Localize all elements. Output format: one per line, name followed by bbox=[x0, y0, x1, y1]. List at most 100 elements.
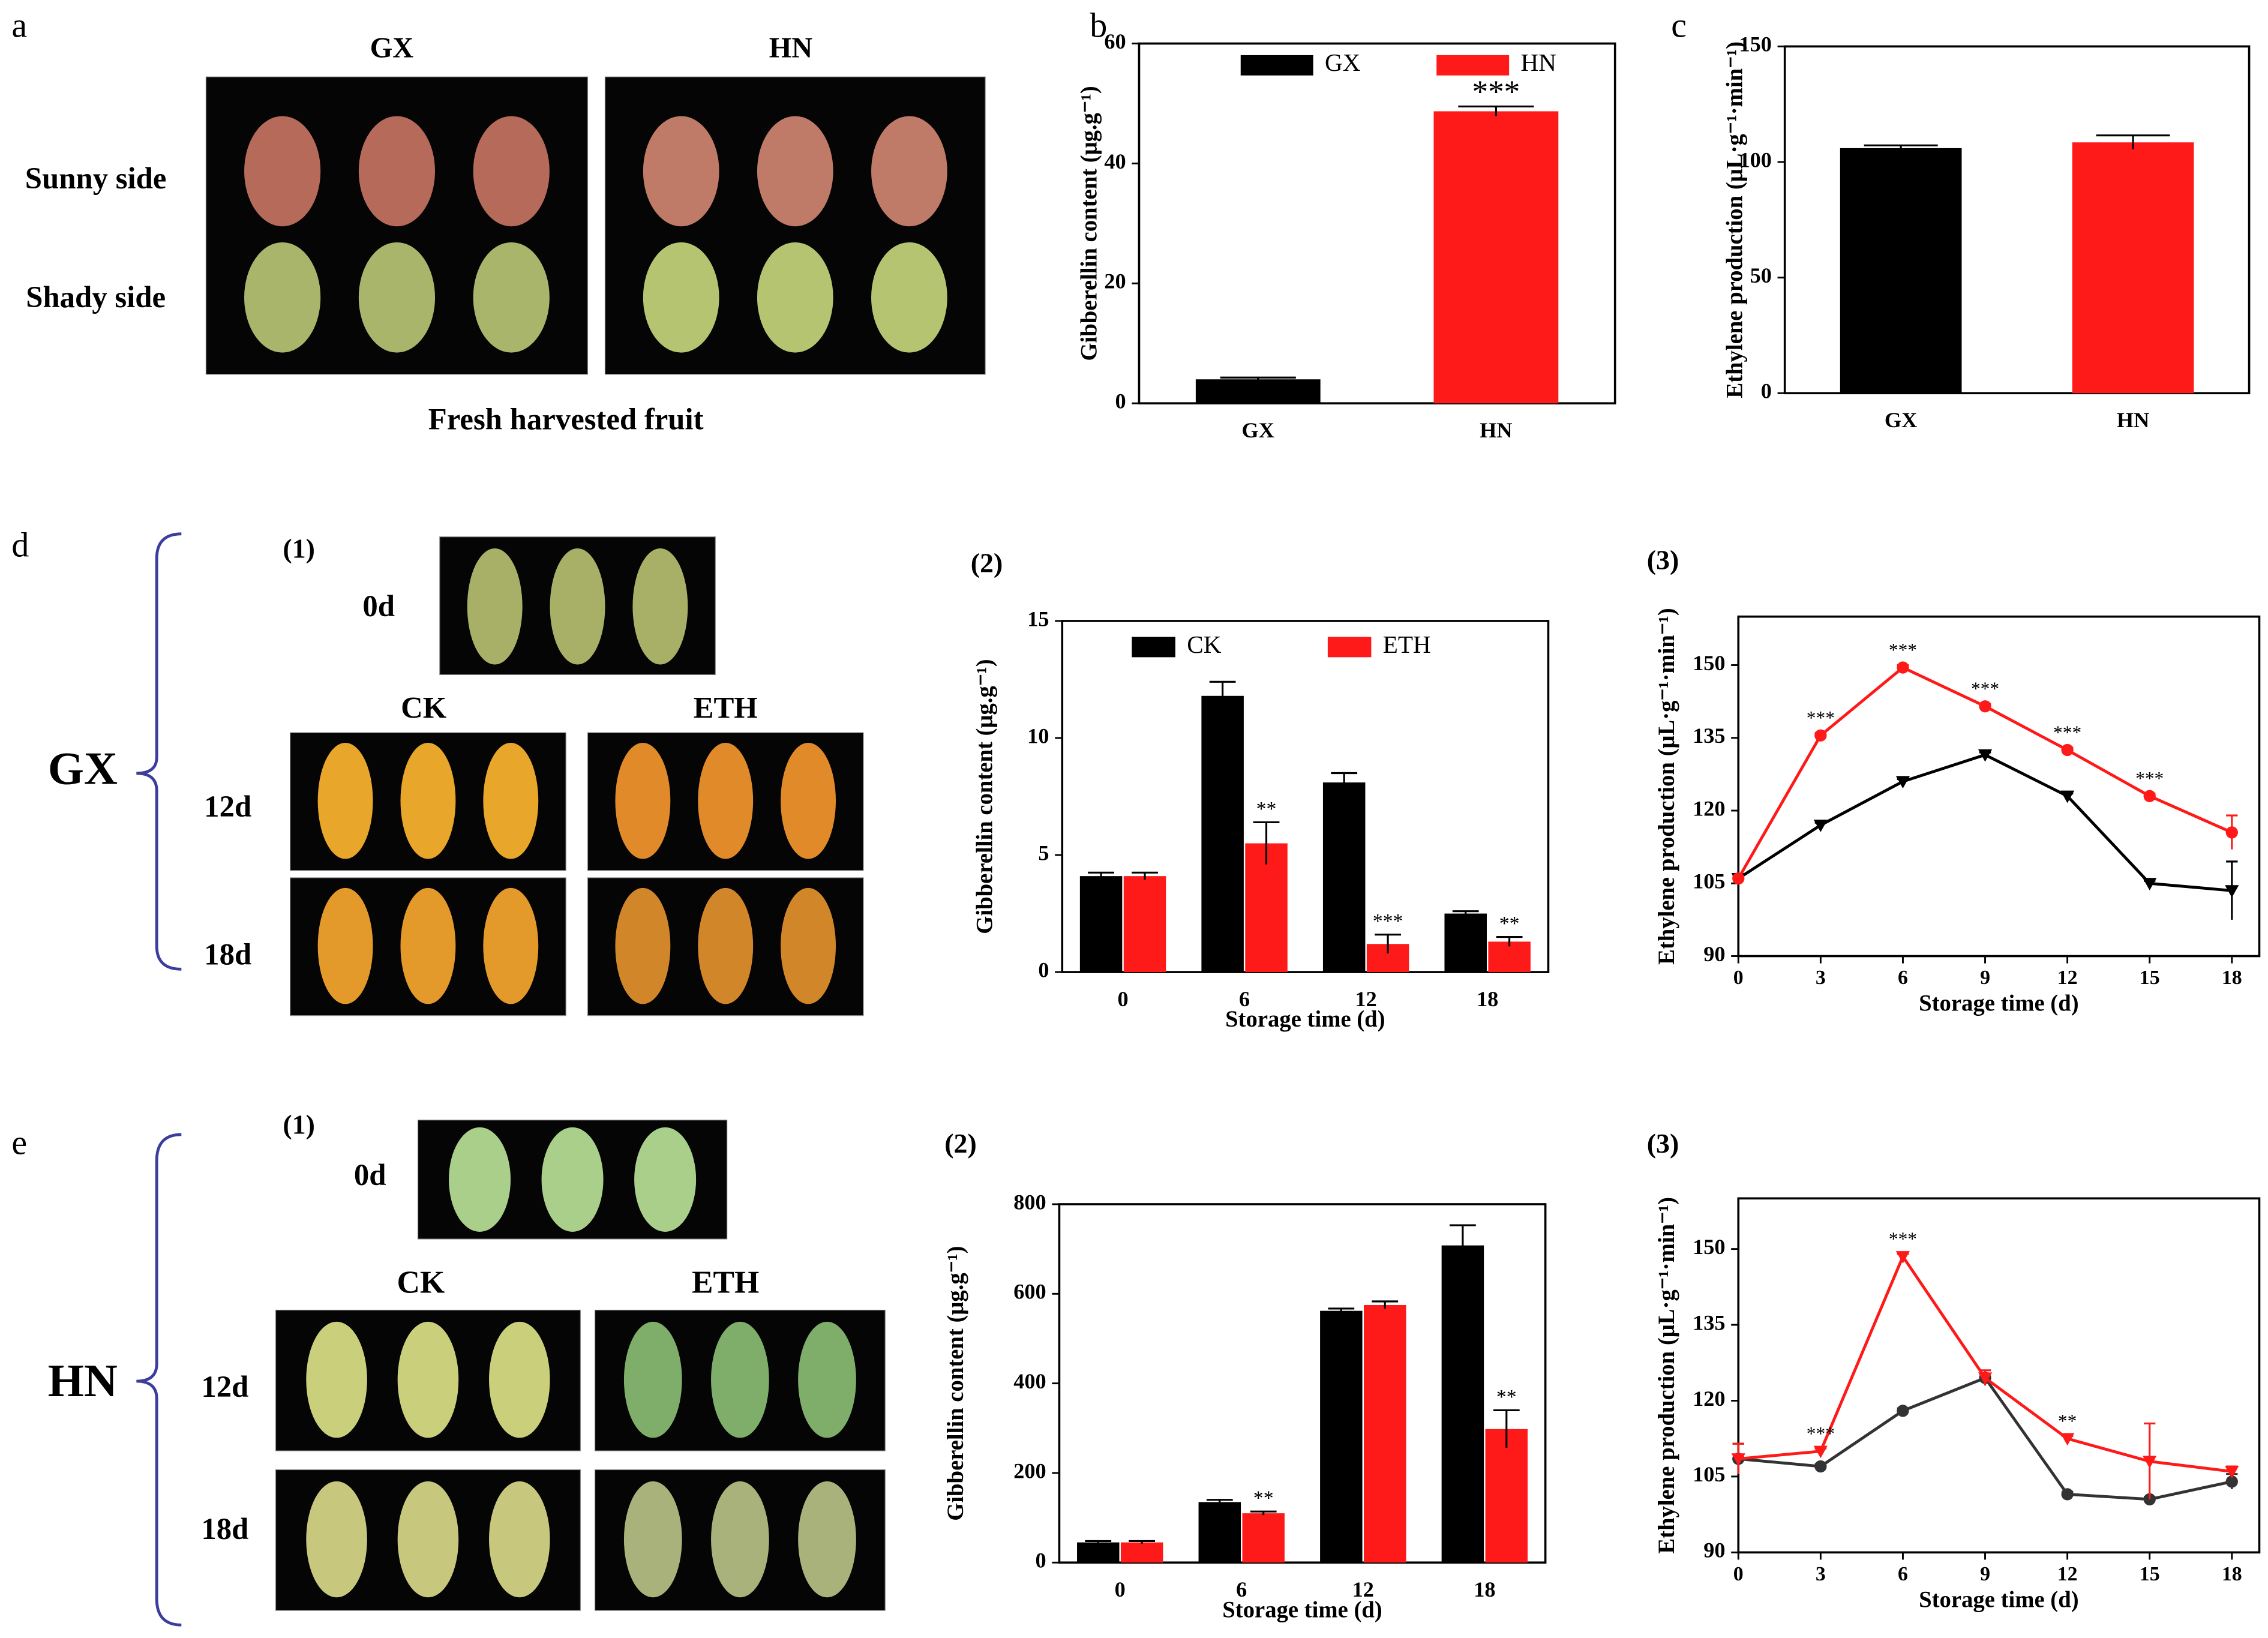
x-axis-title: Storage time (d) bbox=[1222, 1597, 1382, 1622]
significance-label: ** bbox=[2058, 1411, 2077, 1432]
fruit bbox=[698, 743, 754, 859]
error-bar bbox=[1132, 871, 1158, 880]
fruit bbox=[473, 116, 550, 227]
x-tick-label: 18 bbox=[1477, 987, 1498, 1011]
fruit bbox=[317, 743, 373, 859]
y-tick-label: 150 bbox=[1739, 32, 1771, 56]
y-tick-label: 200 bbox=[1013, 1459, 1046, 1483]
y-axis-title: Gibberellin content (μg.g⁻¹) bbox=[972, 659, 997, 934]
fruit bbox=[781, 743, 836, 859]
x-tick-label: HN bbox=[2117, 408, 2149, 432]
bar bbox=[1242, 1513, 1285, 1563]
x-tick-label: 6 bbox=[1898, 1563, 1908, 1585]
fruit bbox=[244, 242, 321, 353]
day-label: 0d bbox=[362, 589, 395, 623]
bar bbox=[1201, 695, 1244, 973]
y-tick-label: 400 bbox=[1013, 1369, 1046, 1393]
y-axis-title: Gibberellin content (μg.g⁻¹) bbox=[943, 1246, 968, 1520]
significance-label: *** bbox=[1807, 1423, 1835, 1444]
y-tick-label: 10 bbox=[1027, 724, 1049, 748]
row-label: Shady side bbox=[26, 280, 166, 314]
y-tick-label: 600 bbox=[1013, 1280, 1046, 1304]
x-tick-label: 18 bbox=[2222, 967, 2242, 989]
fruit bbox=[798, 1321, 856, 1438]
fruit bbox=[473, 242, 550, 353]
panel-label: c bbox=[1671, 6, 1687, 45]
bar bbox=[1077, 1542, 1120, 1563]
marker bbox=[2061, 743, 2074, 757]
bar bbox=[1488, 941, 1531, 973]
bar bbox=[1433, 111, 1559, 404]
x-tick-label: 12 bbox=[2057, 1563, 2078, 1585]
y-tick-label: 100 bbox=[1739, 148, 1771, 172]
legend-swatch bbox=[1436, 55, 1510, 76]
error-bar bbox=[1450, 1224, 1476, 1266]
marker bbox=[2225, 885, 2239, 898]
row-label: 12d bbox=[204, 790, 251, 823]
fruit bbox=[449, 1127, 511, 1232]
legend-label: ETH bbox=[1383, 631, 1431, 658]
error-bar bbox=[1085, 1540, 1112, 1544]
row-label: 12d bbox=[201, 1370, 248, 1403]
day-label: 0d bbox=[354, 1158, 386, 1192]
fruit bbox=[711, 1481, 769, 1598]
y-axis-title: Gibberellin content (μg.g⁻¹) bbox=[1077, 86, 1102, 361]
x-tick-label: 12 bbox=[1352, 1577, 1374, 1601]
error-bar bbox=[1375, 934, 1401, 953]
fruit bbox=[798, 1481, 856, 1598]
marker bbox=[2143, 1456, 2157, 1469]
error-bar bbox=[1496, 936, 1523, 947]
bracket bbox=[136, 532, 182, 971]
y-tick-label: 40 bbox=[1104, 149, 1126, 173]
fruit bbox=[623, 1321, 682, 1438]
x-tick-label: 0 bbox=[1117, 987, 1128, 1011]
y-tick-label: 135 bbox=[1693, 1310, 1725, 1334]
fruit bbox=[643, 116, 719, 227]
significance-label: ** bbox=[1253, 1487, 1274, 1510]
marker bbox=[2143, 878, 2157, 890]
column-label: GX bbox=[370, 32, 414, 64]
fruit bbox=[397, 1481, 459, 1598]
marker bbox=[1732, 872, 1745, 885]
error-bar bbox=[1129, 1540, 1156, 1544]
panel-label: e bbox=[11, 1123, 27, 1162]
marker bbox=[1979, 700, 1991, 713]
bracket bbox=[136, 1133, 182, 1627]
y-tick-label: 150 bbox=[1693, 651, 1725, 675]
fruit bbox=[541, 1127, 604, 1232]
row-label: Sunny side bbox=[25, 161, 167, 195]
marker bbox=[1897, 1405, 1909, 1417]
significance-label: *** bbox=[1889, 640, 1917, 661]
plot-frame bbox=[1783, 45, 2251, 395]
fruit bbox=[781, 887, 836, 1004]
panel-label: b bbox=[1090, 6, 1107, 45]
y-tick-label: 90 bbox=[1703, 942, 1725, 966]
caption: Fresh harvested fruit bbox=[428, 402, 704, 436]
fruit bbox=[397, 1321, 459, 1438]
bar bbox=[1840, 148, 1962, 394]
error-bar bbox=[2096, 134, 2170, 149]
group-label: HN bbox=[48, 1355, 118, 1406]
fruit bbox=[489, 1321, 550, 1438]
significance-label: *** bbox=[1889, 1228, 1917, 1249]
significance-label: *** bbox=[1472, 74, 1520, 109]
legend-swatch bbox=[1132, 637, 1175, 658]
significance-label: *** bbox=[1373, 910, 1403, 932]
y-tick-label: 90 bbox=[1703, 1538, 1725, 1562]
y-tick-label: 105 bbox=[1693, 869, 1725, 893]
y-tick-label: 0 bbox=[1115, 389, 1126, 413]
significance-label: ** bbox=[1499, 913, 1520, 935]
fruit bbox=[615, 743, 671, 859]
x-tick-label: HN bbox=[1480, 418, 1512, 442]
error-bar bbox=[1372, 1300, 1399, 1309]
legend-label: GX bbox=[1325, 49, 1360, 76]
marker bbox=[1813, 820, 1828, 832]
column-label: ETH bbox=[694, 691, 758, 725]
fruit bbox=[757, 116, 833, 227]
x-tick-label: 6 bbox=[1239, 987, 1250, 1011]
fruit bbox=[400, 743, 456, 859]
error-bar bbox=[1253, 821, 1280, 865]
column-label: HN bbox=[769, 32, 813, 64]
x-axis-title: Storage time (d) bbox=[1919, 991, 2078, 1016]
x-tick-label: 9 bbox=[1980, 967, 1990, 989]
